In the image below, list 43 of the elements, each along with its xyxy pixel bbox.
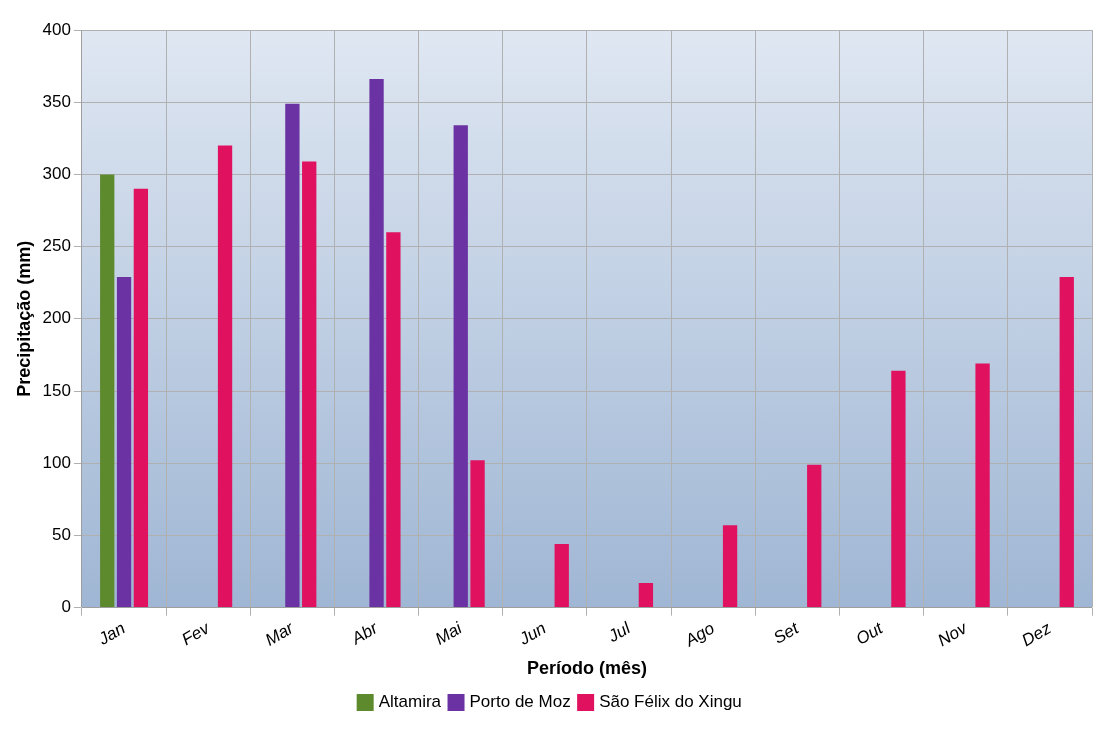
y-tick-label: 350 (42, 91, 71, 111)
y-tick-label: 200 (42, 308, 71, 328)
bar (100, 174, 115, 608)
bar (722, 525, 738, 608)
bar (369, 79, 384, 608)
bar (975, 363, 990, 608)
x-tick-label: Set (770, 617, 803, 648)
bar (453, 125, 468, 608)
x-tick-label: Jul (604, 617, 635, 647)
x-tick-label: Fev (178, 617, 214, 650)
x-tick-label: Nov (934, 617, 972, 651)
bar (386, 232, 401, 608)
legend-label: Porto de Moz (469, 692, 571, 712)
x-tick-label: Jan (94, 618, 129, 650)
bar (470, 460, 485, 608)
y-tick-label: 0 (61, 597, 71, 617)
x-tick-label: Ago (681, 618, 718, 651)
legend-label: Altamira (378, 692, 442, 712)
y-tick-label: 150 (42, 380, 71, 400)
bar (1059, 276, 1074, 608)
bar (133, 188, 149, 608)
bar (116, 276, 132, 608)
bar (302, 161, 317, 608)
bar (891, 370, 906, 608)
legend-label: São Félix do Xingu (599, 692, 742, 712)
y-axis-title: Precipitação (mm) (13, 240, 34, 397)
y-tick-label: 50 (52, 525, 71, 545)
x-axis-title: Período (mês) (526, 658, 647, 679)
bar (554, 544, 569, 608)
y-tick-label: 400 (42, 19, 71, 39)
y-tick-label: 100 (42, 452, 71, 472)
x-tick-label: Jun (515, 618, 550, 650)
bar (217, 145, 233, 608)
x-tick-label: Dez (1018, 618, 1055, 651)
x-tick-label: Out (852, 617, 888, 649)
x-tick-label: Mai (431, 617, 467, 649)
y-tick-label: 300 (42, 164, 71, 184)
y-tick-label: 250 (42, 236, 71, 256)
bar (638, 583, 654, 608)
bar (285, 103, 300, 608)
x-tick-label: Mar (261, 617, 298, 650)
x-tick-label: Abr (347, 617, 383, 649)
bar (807, 464, 822, 608)
